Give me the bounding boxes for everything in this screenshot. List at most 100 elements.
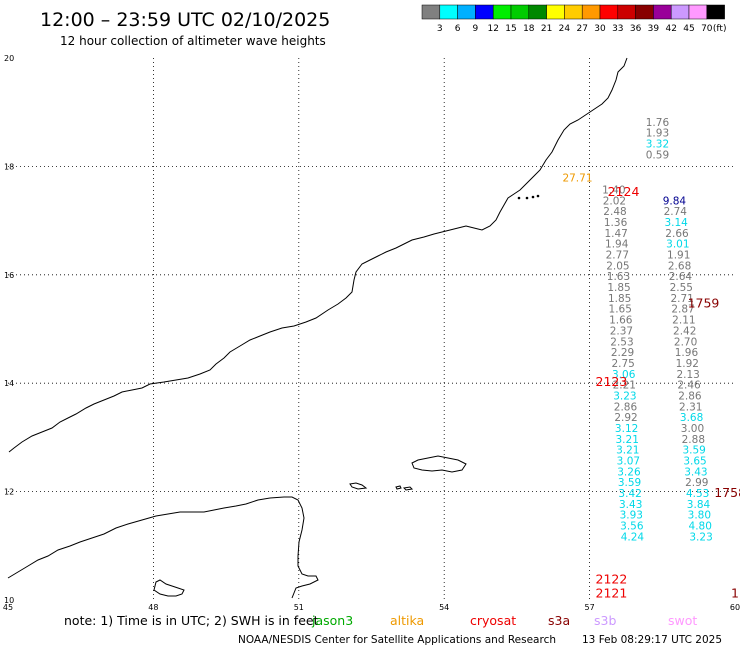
wave-height-label: 1.40 (602, 185, 625, 197)
x-tick-label: 54 (439, 603, 449, 612)
legend-label: 3 (437, 24, 443, 34)
wave-height-label: 2.05 (606, 260, 629, 272)
legend-label: 24 (559, 24, 571, 34)
legend-swatch (475, 4, 494, 20)
wave-height-label: 3.07 (617, 456, 640, 468)
wave-height-label: 2.87 (671, 304, 694, 316)
map-subtitle: 12 hour collection of altimeter wave hei… (60, 34, 326, 48)
y-tick-label: 14 (4, 379, 14, 388)
legend-label: 9 (473, 24, 479, 34)
wave-height-label: 1.85 (608, 293, 631, 305)
y-tick-label: 18 (4, 162, 14, 171)
note-line: note: 1) Time is in UTC; 2) SWH is in fe… (64, 613, 697, 628)
coastal-dot (525, 196, 529, 200)
legend-label: 33 (612, 24, 623, 34)
legend-swatch (706, 4, 725, 20)
wave-height-label: 3.56 (620, 521, 644, 533)
pass-time-label: 2122 (596, 572, 628, 587)
legend-label: 42 (665, 24, 676, 34)
wave-height-label: 3.43 (684, 466, 707, 478)
wave-height-label: 2.53 (610, 336, 633, 348)
wave-height-label: 1.96 (675, 347, 699, 359)
wave-height-label: 1.63 (607, 271, 630, 283)
pass-time-label: 2121 (596, 585, 628, 600)
wave-height-label: 2.29 (611, 347, 634, 359)
wave-height-label: 3.59 (618, 477, 641, 489)
wave-height-label: 1.36 (604, 217, 628, 229)
wave-height-label: 2.64 (669, 271, 693, 283)
wave-height-label: 3.26 (617, 466, 641, 478)
legend-label: 12 (487, 24, 498, 34)
legend-swatch (457, 4, 476, 20)
wave-height-label: 2.75 (611, 358, 634, 370)
x-tick-label: 57 (585, 603, 595, 612)
legend-swatch (546, 4, 565, 20)
latitude-ticks: 20 18 16 14 12 10 (4, 54, 14, 605)
legend-label: 27 (576, 24, 587, 34)
arabian-coast-north (8, 57, 628, 453)
wave-height-label: 2.48 (603, 206, 626, 218)
wave-height-label: 2.11 (672, 315, 695, 327)
x-tick-label: 60 (730, 603, 740, 612)
wave-height-label: 1.85 (607, 282, 630, 294)
y-tick-label: 10 (4, 596, 14, 605)
satellite-name: swot (668, 613, 697, 628)
satellite-name: jason3 (311, 613, 353, 628)
wave-height-label: 3.21 (616, 445, 639, 457)
wave-height-label: 3.93 (620, 510, 643, 522)
pass-time-label: 1758 (714, 485, 740, 500)
y-tick-label: 16 (4, 271, 14, 280)
small-island-1 (395, 485, 402, 490)
wave-height-label: 2.02 (603, 195, 626, 207)
wave-height-label: 2.71 (670, 293, 693, 305)
wave-height-label: 2.74 (664, 206, 688, 218)
wave-height-label: 0.59 (646, 149, 669, 161)
satellite-name: s3b (594, 613, 616, 628)
legend-swatch (510, 4, 530, 20)
wave-height-label: 3.21 (616, 434, 639, 446)
legend-swatch (581, 4, 601, 20)
legend-label: 6 (455, 24, 461, 34)
legend-label: 70 (701, 24, 713, 34)
legend-label: 36 (630, 24, 642, 34)
wave-height-label: 3.00 (681, 423, 704, 435)
wave-height-label: 2.55 (670, 282, 693, 294)
wave-height-label: 2.37 (610, 325, 633, 337)
wave-height-label: 3.84 (687, 499, 711, 511)
satellite-name: cryosat (470, 613, 516, 628)
wave-height-label: 1.91 (667, 250, 690, 262)
wave-height-label: 3.23 (689, 531, 712, 543)
coastal-dots (517, 194, 540, 200)
legend-swatch (564, 4, 583, 20)
coastal-dot (531, 195, 535, 199)
wave-height-label: 3.01 (666, 239, 689, 251)
credit-text: NOAA/NESDIS Center for Satellite Applica… (238, 634, 556, 646)
wave-height-label: 1.94 (605, 239, 629, 251)
y-tick-label: 20 (4, 54, 14, 63)
map-title: 12:00 – 23:59 UTC 02/10/2025 (40, 9, 330, 31)
legend-swatch (528, 4, 547, 20)
y-tick-label: 12 (4, 488, 14, 497)
wave-height-label: 1.76 (646, 117, 670, 129)
legend-label: 18 (523, 24, 535, 34)
wave-height-label: 3.06 (612, 369, 636, 381)
wave-height-label: 2.92 (614, 412, 637, 424)
wave-height-label: 2.99 (685, 477, 708, 489)
wave-height-label: 3.43 (619, 499, 642, 511)
note-text: note: 1) Time is in UTC; 2) SWH is in fe… (64, 613, 319, 628)
socotra-island (411, 455, 467, 473)
wave-height-label: 1.92 (676, 358, 699, 370)
wave-height-label: 2.66 (665, 228, 689, 240)
satellite-name: altika (390, 613, 424, 628)
wave-height-label: 2.86 (678, 390, 702, 402)
legend-label: 21 (541, 24, 552, 34)
wave-height-label: 1.65 (609, 304, 632, 316)
wave-height-label: 2.21 (613, 380, 636, 392)
wave-height-label: 2.68 (668, 260, 691, 272)
wave-height-label: 3.32 (646, 138, 669, 150)
wave-height-label: 3.12 (615, 423, 638, 435)
wave-height-label: 27.71 (562, 173, 592, 185)
legend-swatch (617, 4, 636, 20)
wave-height-label: 3.42 (618, 488, 641, 500)
